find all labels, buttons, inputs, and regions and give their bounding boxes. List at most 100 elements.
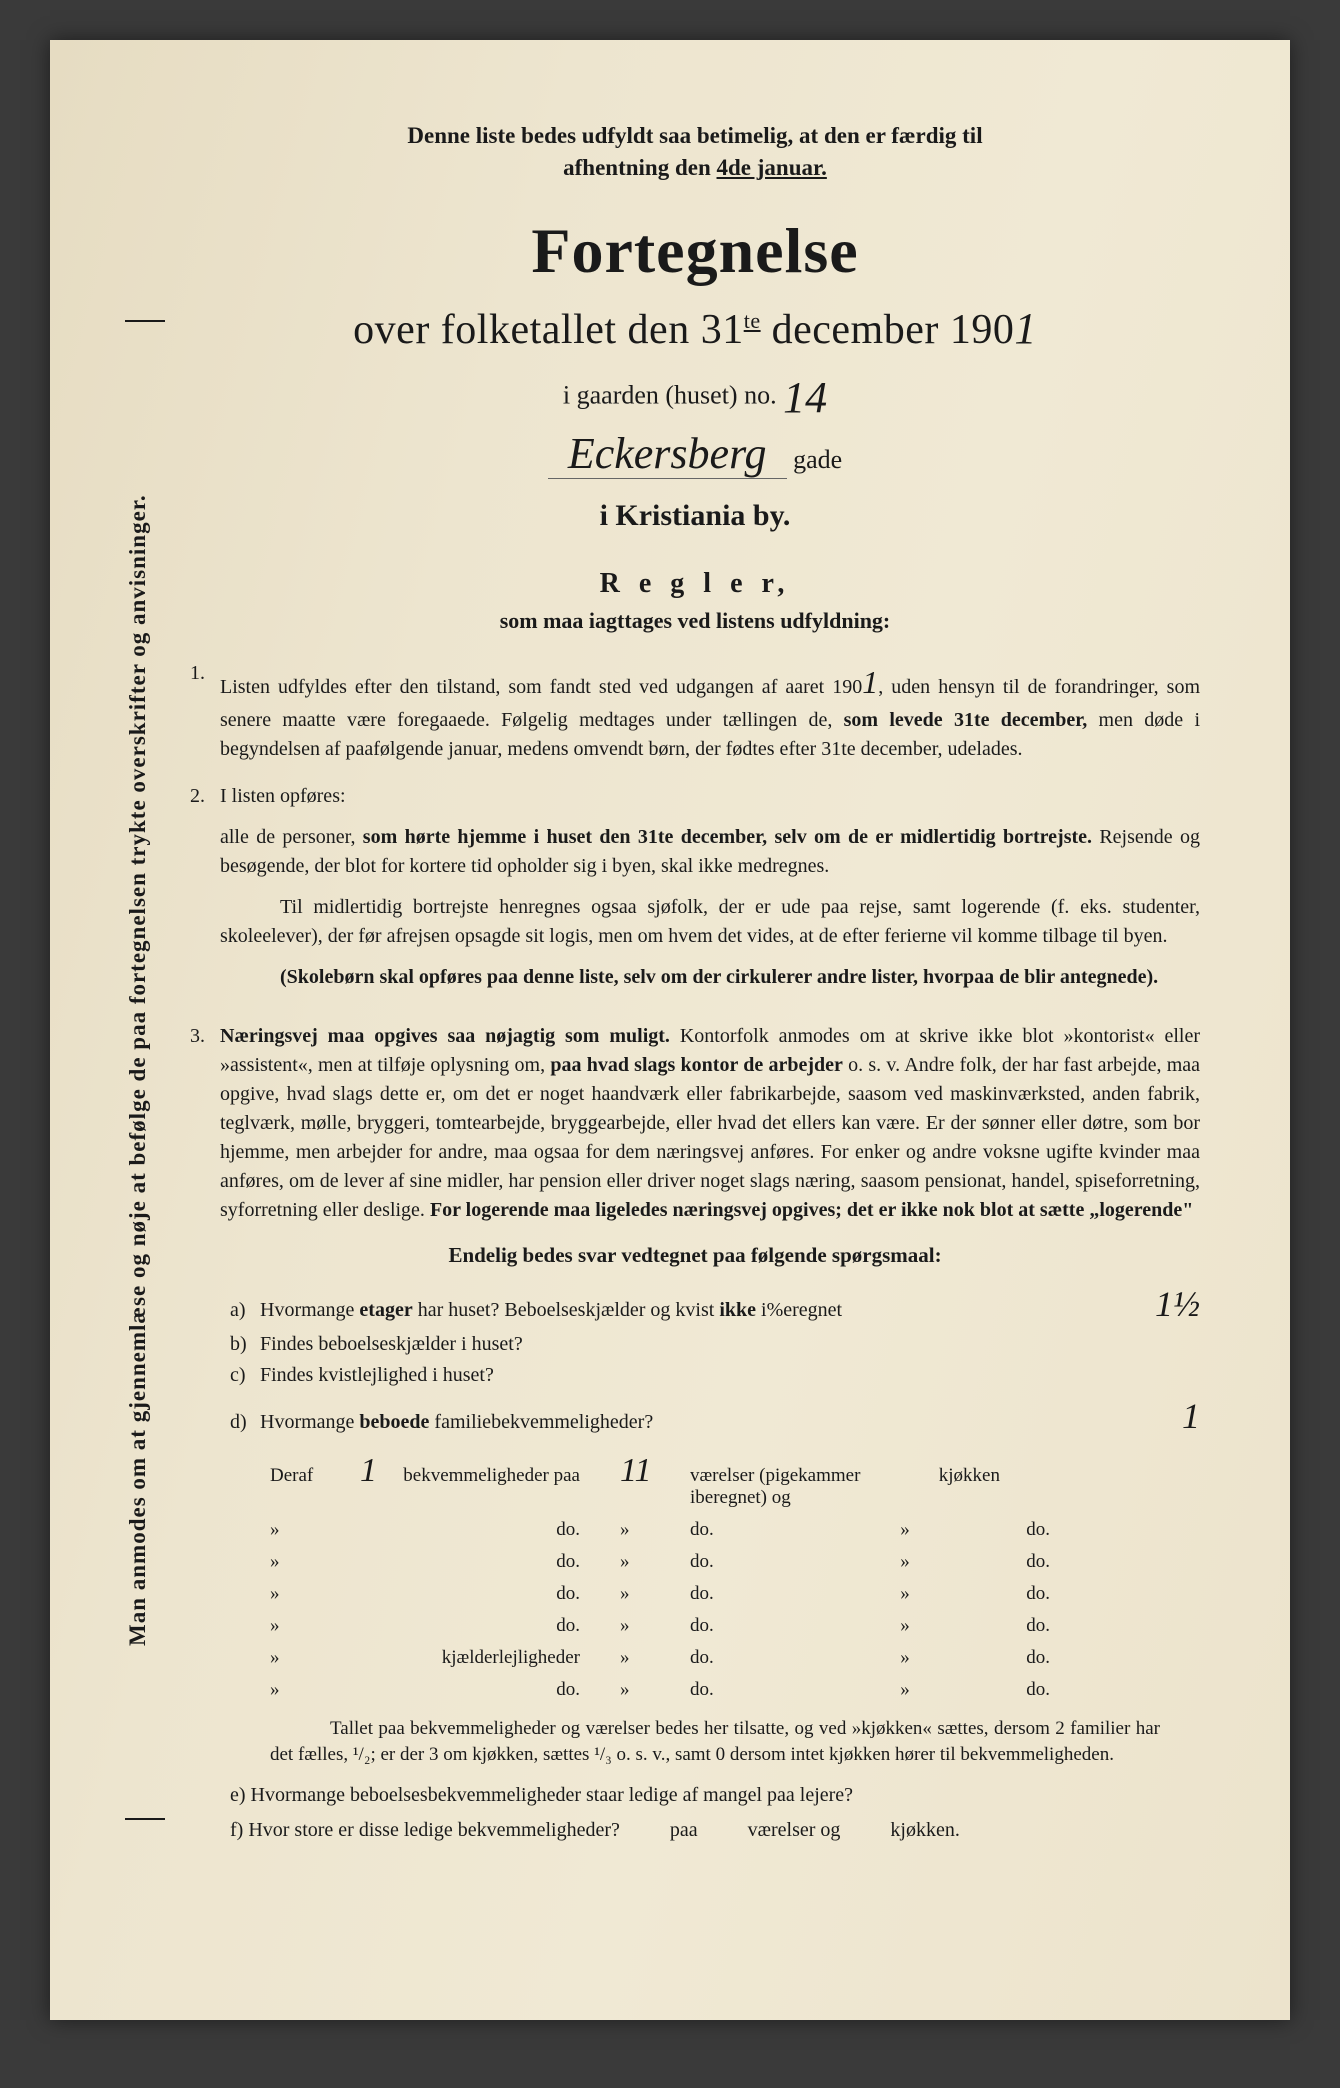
top-notice-date: 4de januar.	[717, 155, 827, 180]
th-kjok: kjøkken	[880, 1465, 1000, 1487]
r3b1: Næringsvej maa opgives saa nøjagtig som …	[220, 1025, 670, 1047]
tc-quote: »	[270, 1583, 360, 1605]
table-header-row: Deraf 1 bekvemmeligheder paa 11 værelser…	[270, 1452, 1200, 1509]
tc-do: do.	[390, 1679, 620, 1701]
qf-text: Hvor store er disse ledige bekvemmelighe…	[248, 1819, 620, 1841]
r1a: Listen udfyldes efter den tilstand, som …	[220, 676, 862, 698]
th-bekv: bekvemmeligheder paa	[390, 1465, 620, 1487]
r2-p3: (Skolebørn skal opføres paa denne liste,…	[220, 963, 1200, 992]
tc-do: do.	[390, 1615, 620, 1637]
tc-quote2: »	[620, 1519, 660, 1541]
tc-do3: do.	[930, 1615, 1050, 1637]
qd-text: Hvormange beboede familiebekvemmelighede…	[260, 1411, 1152, 1434]
tc-do3: do.	[930, 1679, 1050, 1701]
rule-number: 3.	[190, 1022, 220, 1225]
q-letter: c)	[230, 1364, 260, 1387]
tc-quote3: »	[880, 1679, 930, 1701]
tc-do3: do.	[930, 1551, 1050, 1573]
document-page: Man anmodes om at gjennemlæse og nøje at…	[50, 40, 1290, 2020]
q-letter: a)	[230, 1299, 260, 1322]
r2-intro: I listen opføres:	[220, 782, 1200, 811]
th-deraf: Deraf	[270, 1465, 360, 1487]
question-c: c) Findes kvistlejlighed i huset?	[230, 1364, 1200, 1387]
table-row: » do. » do. » do.	[270, 1583, 1200, 1605]
tc-kjaelder: kjælderlejligheder	[390, 1647, 620, 1669]
r2-p1: alle de personer, som hørte hjemme i hus…	[220, 823, 1200, 881]
qf-paa: paa	[670, 1819, 698, 1841]
tc-do2: do.	[660, 1519, 880, 1541]
tc-do2: do.	[660, 1615, 880, 1637]
tc-quote2: »	[620, 1615, 660, 1637]
footer-paragraph: Tallet paa bekvemmeligheder og værelser …	[270, 1716, 1160, 1769]
tc-do2: do.	[660, 1551, 880, 1573]
qb-text: Findes beboelseskjælder i huset?	[260, 1333, 1200, 1356]
qa-answer-handwritten: 1½	[1155, 1283, 1200, 1325]
table-row: » do. » do. » do.	[270, 1519, 1200, 1541]
tc-do3: do.	[930, 1519, 1050, 1541]
qf-vaer: værelser og	[748, 1819, 841, 1841]
tc-quote3: »	[880, 1519, 930, 1541]
q-letter: d)	[230, 1411, 260, 1434]
question-a: a) Hvormange etager har huset? Beboelses…	[230, 1283, 1200, 1325]
rule-body: I listen opføres: alle de personer, som …	[220, 782, 1200, 1004]
r3b3: For logerende maa ligeledes næringsvej o…	[430, 1199, 1193, 1221]
tc-quote2: »	[620, 1647, 660, 1669]
tc-do3: do.	[930, 1647, 1050, 1669]
subtitle-a: over folketallet den 31	[353, 307, 744, 353]
rule-1: 1. Listen udfyldes efter den tilstand, s…	[190, 659, 1200, 763]
q-letter: b)	[230, 1333, 260, 1356]
tc-quote2: »	[620, 1583, 660, 1605]
rule-number: 1.	[190, 659, 220, 763]
tc-do: do.	[390, 1583, 620, 1605]
sub-title: over folketallet den 31te december 1901	[190, 303, 1200, 354]
r1-year-hw: 1	[862, 664, 878, 700]
th-hw2: 11	[620, 1452, 660, 1490]
city-line: i Kristiania by.	[190, 499, 1200, 533]
q-letter: e)	[230, 1784, 246, 1806]
street-handwritten: Eckersberg	[548, 429, 787, 479]
rule-body: Listen udfyldes efter den tilstand, som …	[220, 659, 1200, 763]
question-d: d) Hvormange beboede familiebekvemmeligh…	[230, 1395, 1200, 1437]
q-letter: f)	[230, 1819, 243, 1841]
tc-quote: »	[270, 1679, 360, 1701]
question-f: f) Hvor store er disse ledige bekvemmeli…	[230, 1819, 1200, 1842]
table-row: » do. » do. » do.	[270, 1551, 1200, 1573]
tc-do3: do.	[930, 1583, 1050, 1605]
tc-quote3: »	[880, 1551, 930, 1573]
vertical-margin-note: Man anmodes om at gjennemlæse og nøje at…	[125, 320, 165, 1820]
tc-do2: do.	[660, 1679, 880, 1701]
dwelling-table: Deraf 1 bekvemmeligheder paa 11 værelser…	[270, 1452, 1200, 1701]
page-wrapper: Man anmodes om at gjennemlæse og nøje at…	[0, 20, 1340, 2068]
r1bold: som levede 31te december,	[844, 709, 1088, 731]
tc-quote2: »	[620, 1679, 660, 1701]
rules-title: R e g l e r,	[190, 568, 1200, 600]
tc-quote3: »	[880, 1583, 930, 1605]
rules-subtitle: som maa iagttages ved listens udfyldning…	[190, 608, 1200, 634]
r2p1bold: som hørte hjemme i huset den 31te decemb…	[363, 826, 1092, 848]
subtitle-sup: te	[744, 308, 761, 333]
r3b2: paa hvad slags kontor de arbejder	[550, 1054, 843, 1076]
street-suffix: gade	[793, 445, 842, 474]
table-row: » do. » do. » do.	[270, 1615, 1200, 1637]
tc-quote: »	[270, 1615, 360, 1637]
rule-2: 2. I listen opføres: alle de personer, s…	[190, 782, 1200, 1004]
qd-answer-handwritten: 1	[1182, 1395, 1200, 1437]
r2p1a: alle de personer,	[220, 826, 363, 848]
tc-quote2: »	[620, 1551, 660, 1573]
table-row: » do. » do. » do.	[270, 1679, 1200, 1701]
tc-quote: »	[270, 1551, 360, 1573]
top-notice-line1: Denne liste bedes udfyldt saa betimelig,…	[407, 123, 982, 148]
main-title: Fortegnelse	[190, 214, 1200, 288]
house-number-handwritten: 14	[783, 372, 827, 423]
tc-do2: do.	[660, 1647, 880, 1669]
rule-body: Næringsvej maa opgives saa nøjagtig som …	[220, 1022, 1200, 1225]
tc-quote3: »	[880, 1647, 930, 1669]
qa-text: Hvormange etager har huset? Beboelseskjæ…	[260, 1299, 1125, 1322]
qf-kjok: kjøkken.	[890, 1819, 959, 1841]
top-notice-line2a: afhentning den	[563, 155, 716, 180]
top-notice: Denne liste bedes udfyldt saa betimelig,…	[250, 120, 1140, 184]
qc-text: Findes kvistlejlighed i huset?	[260, 1364, 1200, 1387]
question-e: e) Hvormange beboelsesbekvemmeligheder s…	[230, 1784, 1200, 1807]
gaard-line: i gaarden (huset) no. 14	[190, 372, 1200, 423]
year-handwritten: 1	[1014, 304, 1037, 353]
